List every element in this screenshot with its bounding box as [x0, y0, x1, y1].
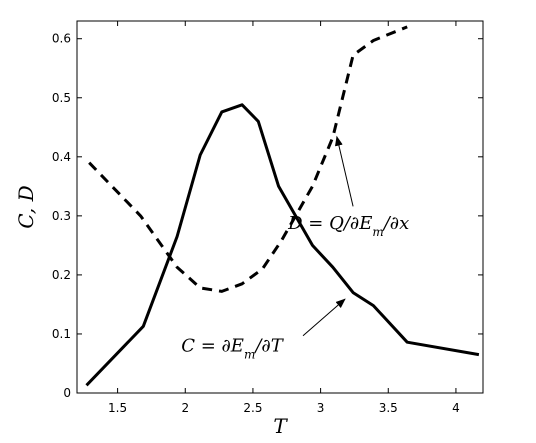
x-tick-label: 1.5 [108, 401, 127, 415]
y-axis-title: C, D [14, 185, 38, 228]
y-tick-label: 0.4 [52, 150, 71, 164]
annotation-label: D = Q/∂Em/∂x [287, 213, 409, 239]
y-tick-label: 0.1 [52, 327, 71, 341]
x-axis-title: T [273, 414, 288, 438]
y-tick-label: 0.5 [52, 91, 71, 105]
x-tick-label: 2.5 [243, 401, 262, 415]
y-tick-label: 0 [63, 386, 71, 400]
y-tick-label: 0.2 [52, 268, 71, 282]
series-layer [85, 25, 480, 387]
plot-frame [76, 20, 484, 394]
annotation-label: C = ∂Em/∂T [181, 336, 285, 362]
x-tick-label: 3.5 [379, 401, 398, 415]
annotation-arrow [334, 135, 354, 207]
axis-ticks: 1.5 2 2.5 3 3.5 4 0 0.1 0.2 0.3 0.4 0.5 0.6 [52, 21, 483, 415]
annotation-arrow [302, 298, 346, 337]
dashed-series-line [88, 25, 408, 293]
axis-frame [76, 20, 484, 394]
x-tick-label: 4 [452, 401, 460, 415]
annotation-layer: D = Q/∂Em/∂x C = ∂Em/∂T [181, 135, 409, 362]
y-tick-label: 0.3 [52, 209, 71, 223]
solid-series-line [85, 103, 480, 387]
x-tick-label: 2 [181, 401, 189, 415]
y-tick-label: 0.6 [52, 32, 71, 46]
x-tick-label: 3 [317, 401, 325, 415]
